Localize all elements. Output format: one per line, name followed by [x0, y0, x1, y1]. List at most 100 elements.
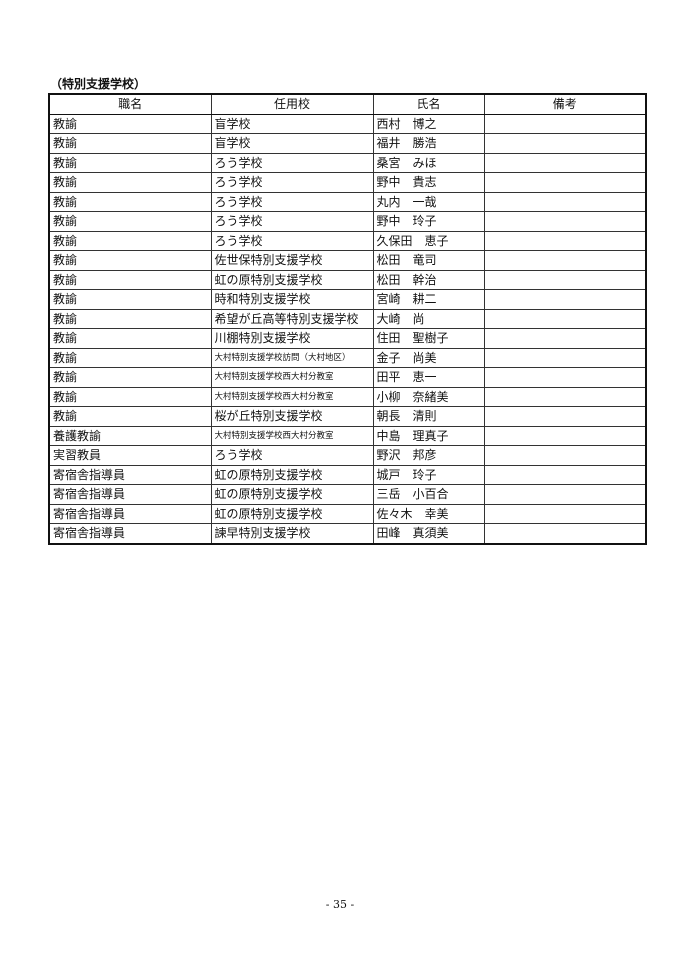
- remarks-cell: [483, 367, 647, 388]
- table-header-row: 職名 任用校 氏名 備考: [48, 93, 647, 115]
- school-cell: ろう学校: [210, 191, 374, 212]
- table-row: 寄宿舎指導員 虹の原特別支援学校 佐々木 幸美: [48, 503, 647, 524]
- school-cell: ろう学校: [210, 172, 374, 193]
- table-row: 教諭 佐世保特別支援学校 松田 竜司: [48, 250, 647, 271]
- school-cell: 大村特別支援学校訪問（大村地区）: [210, 347, 374, 368]
- school-cell: 虹の原特別支援学校: [210, 464, 374, 485]
- school-cell: 大村特別支援学校西大村分教室: [210, 425, 374, 446]
- position-cell: 教諭: [48, 406, 212, 427]
- remarks-cell: [483, 133, 647, 154]
- remarks-cell: [483, 464, 647, 485]
- table-row: 教諭 盲学校 西村 博之: [48, 113, 647, 134]
- school-cell: 諫早特別支援学校: [210, 523, 374, 544]
- name-cell: 中島 理真子: [372, 425, 485, 446]
- table-row: 教諭 桜が丘特別支援学校 朝長 清則: [48, 406, 647, 427]
- school-cell: 虹の原特別支援学校: [210, 503, 374, 524]
- position-cell: 寄宿舎指導員: [48, 484, 212, 505]
- school-cell: 川棚特別支援学校: [210, 328, 374, 349]
- remarks-cell: [483, 445, 647, 466]
- remarks-cell: [483, 172, 647, 193]
- name-cell: 久保田 恵子: [372, 230, 485, 251]
- remarks-cell: [483, 269, 647, 290]
- position-cell: 教諭: [48, 230, 212, 251]
- table-row: 実習教員 ろう学校 野沢 邦彦: [48, 445, 647, 466]
- position-cell: 寄宿舎指導員: [48, 523, 212, 544]
- remarks-cell: [483, 191, 647, 212]
- name-cell: 野中 貴志: [372, 172, 485, 193]
- position-cell: 教諭: [48, 347, 212, 368]
- remarks-cell: [483, 484, 647, 505]
- table-row: 教諭 希望が丘高等特別支援学校 大崎 尚: [48, 308, 647, 329]
- position-cell: 寄宿舎指導員: [48, 503, 212, 524]
- position-cell: 教諭: [48, 211, 212, 232]
- name-cell: 田峰 真須美: [372, 523, 485, 544]
- remarks-cell: [483, 289, 647, 310]
- remarks-cell: [483, 503, 647, 524]
- table-row: 教諭 ろう学校 桑宮 みほ: [48, 152, 647, 173]
- header-name: 氏名: [372, 93, 485, 115]
- staff-table: 職名 任用校 氏名 備考 教諭 盲学校 西村 博之 教諭 盲学校 福井 勝浩 教諭 ろう学校桑…: [48, 93, 647, 545]
- name-cell: 朝長 清則: [372, 406, 485, 427]
- remarks-cell: [483, 250, 647, 271]
- remarks-cell: [483, 406, 647, 427]
- position-cell: 教諭: [48, 308, 212, 329]
- name-cell: 住田 聖樹子: [372, 328, 485, 349]
- page-number: - 35 -: [325, 898, 355, 911]
- school-cell: 希望が丘高等特別支援学校: [210, 308, 374, 329]
- table-row: 教諭 大村特別支援学校西大村分教室 小柳 奈緒美: [48, 386, 647, 407]
- name-cell: 田平 恵一: [372, 367, 485, 388]
- remarks-cell: [483, 152, 647, 173]
- remarks-cell: [483, 211, 647, 232]
- position-cell: 教諭: [48, 191, 212, 212]
- position-cell: 実習教員: [48, 445, 212, 466]
- table-row: 教諭 ろう学校 野中 玲子: [48, 211, 647, 232]
- school-cell: 虹の原特別支援学校: [210, 484, 374, 505]
- school-cell: 大村特別支援学校西大村分教室: [210, 386, 374, 407]
- remarks-cell: [483, 523, 647, 544]
- table-row: 教諭 ろう学校 丸内 一哉: [48, 191, 647, 212]
- school-cell: ろう学校: [210, 152, 374, 173]
- name-cell: 城戸 玲子: [372, 464, 485, 485]
- name-cell: 三岳 小百合: [372, 484, 485, 505]
- table-row: 教諭 盲学校 福井 勝浩: [48, 133, 647, 154]
- table-row: 教諭 大村特別支援学校西大村分教室 田平 恵一: [48, 367, 647, 388]
- position-cell: 教諭: [48, 113, 212, 134]
- name-cell: 丸内 一哉: [372, 191, 485, 212]
- table-row: 養護教諭 大村特別支援学校西大村分教室 中島 理真子: [48, 425, 647, 446]
- table-row: 寄宿舎指導員 虹の原特別支援学校 城戸 玲子: [48, 464, 647, 485]
- name-cell: 金子 尚美: [372, 347, 485, 368]
- table-row: 教諭 ろう学校 久保田 恵子: [48, 230, 647, 251]
- table-row: 教諭 川棚特別支援学校 住田 聖樹子: [48, 328, 647, 349]
- position-cell: 教諭: [48, 289, 212, 310]
- header-school: 任用校: [210, 93, 374, 115]
- table-row: 寄宿舎指導員 虹の原特別支援学校 三岳 小百合: [48, 484, 647, 505]
- school-cell: ろう学校: [210, 230, 374, 251]
- name-cell: 野沢 邦彦: [372, 445, 485, 466]
- section-title: （特別支援学校）: [50, 77, 147, 91]
- name-cell: 桑宮 みほ: [372, 152, 485, 173]
- remarks-cell: [483, 230, 647, 251]
- table-row: 寄宿舎指導員 諫早特別支援学校 田峰 真須美: [48, 523, 647, 544]
- school-cell: 佐世保特別支援学校: [210, 250, 374, 271]
- position-cell: 寄宿舎指導員: [48, 464, 212, 485]
- position-cell: 教諭: [48, 367, 212, 388]
- remarks-cell: [483, 386, 647, 407]
- name-cell: 松田 幹治: [372, 269, 485, 290]
- school-cell: ろう学校: [210, 445, 374, 466]
- header-remarks: 備考: [483, 93, 647, 115]
- position-cell: 教諭: [48, 152, 212, 173]
- remarks-cell: [483, 347, 647, 368]
- name-cell: 大崎 尚: [372, 308, 485, 329]
- name-cell: 野中 玲子: [372, 211, 485, 232]
- school-cell: 大村特別支援学校西大村分教室: [210, 367, 374, 388]
- school-cell: 桜が丘特別支援学校: [210, 406, 374, 427]
- name-cell: 西村 博之: [372, 113, 485, 134]
- name-cell: 小柳 奈緒美: [372, 386, 485, 407]
- position-cell: 養護教諭: [48, 425, 212, 446]
- remarks-cell: [483, 328, 647, 349]
- position-cell: 教諭: [48, 328, 212, 349]
- name-cell: 佐々木 幸美: [372, 503, 485, 524]
- school-cell: 虹の原特別支援学校: [210, 269, 374, 290]
- name-cell: 福井 勝浩: [372, 133, 485, 154]
- name-cell: 松田 竜司: [372, 250, 485, 271]
